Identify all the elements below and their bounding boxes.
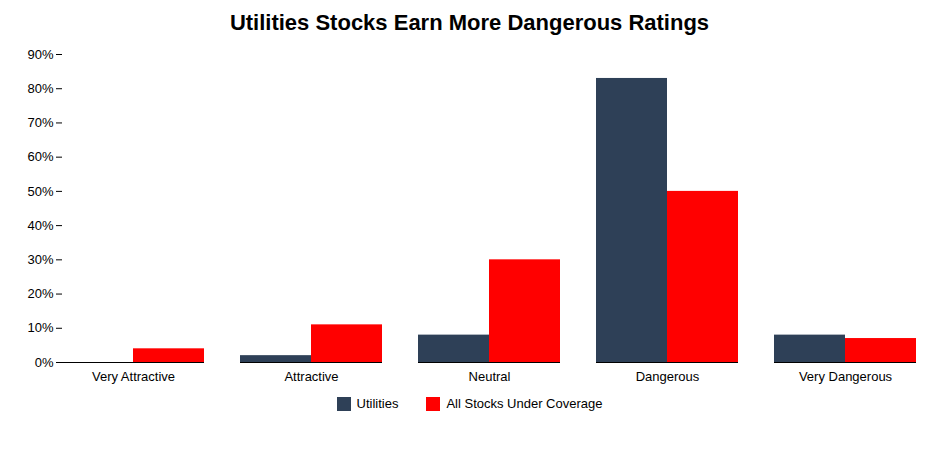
html-text:All Stocks Under Coverage: All Stocks Under Coverage	[446, 396, 603, 411]
html-text:Utilities Stocks Earn More Dan: Utilities Stocks Earn More Dangerous Rat…	[229, 10, 710, 35]
svg-text:Neutral: Neutral	[469, 369, 511, 384]
svg-text:Very Dangerous: Very Dangerous	[799, 369, 893, 384]
svg-text:50%: 50%	[27, 184, 53, 199]
svg-text:Very Attractive: Very Attractive	[92, 369, 175, 384]
svg-text:90%: 90%	[27, 47, 53, 62]
svg-text:Attractive: Attractive	[284, 369, 338, 384]
svg-text:10%: 10%	[27, 320, 53, 335]
svg-text:70%: 70%	[27, 115, 53, 130]
svg-text:20%: 20%	[27, 286, 53, 301]
svg-text:40%: 40%	[27, 218, 53, 233]
html-text:Utilities: Utilities	[356, 396, 399, 411]
svg-text:0%: 0%	[35, 355, 54, 370]
svg-text:60%: 60%	[27, 149, 53, 164]
svg-text:80%: 80%	[27, 81, 53, 96]
svg-text:Dangerous: Dangerous	[636, 369, 700, 384]
svg-text:30%: 30%	[27, 252, 53, 267]
